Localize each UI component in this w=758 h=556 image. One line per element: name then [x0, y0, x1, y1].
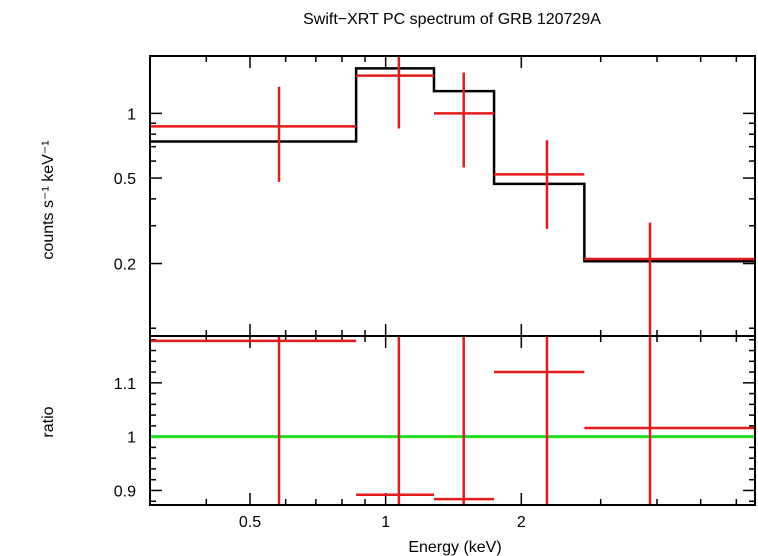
bottom-panel: 1.1 1 0.9 0.5 1 2 [114, 335, 756, 531]
x-tick-label: 1 [381, 514, 390, 531]
top-panel: 1 0.5 0.2 [114, 55, 756, 337]
bottom-panel-frame [149, 335, 756, 506]
top-y-tick-label: 0.2 [114, 257, 136, 274]
bottom-y-tick-label: 1.1 [114, 376, 136, 393]
bottom-y-tick-label: 0.9 [114, 483, 136, 500]
top-panel-frame [149, 55, 756, 337]
chart-title: Swift−XRT PC spectrum of GRB 120729A [303, 11, 601, 28]
bottom-panel-y-axis-label: ratio [40, 406, 57, 437]
x-axis-label: Energy (keV) [408, 539, 501, 556]
top-y-tick-label: 1 [127, 106, 136, 123]
bottom-y-tick-label: 1 [127, 430, 136, 447]
model-step-line [150, 67, 755, 263]
x-tick-label: 0.5 [239, 514, 261, 531]
x-tick-label: 2 [517, 514, 526, 531]
top-y-tick-label: 0.5 [114, 171, 136, 188]
top-panel-y-axis-label: counts s⁻¹ keV⁻¹ [40, 140, 57, 259]
